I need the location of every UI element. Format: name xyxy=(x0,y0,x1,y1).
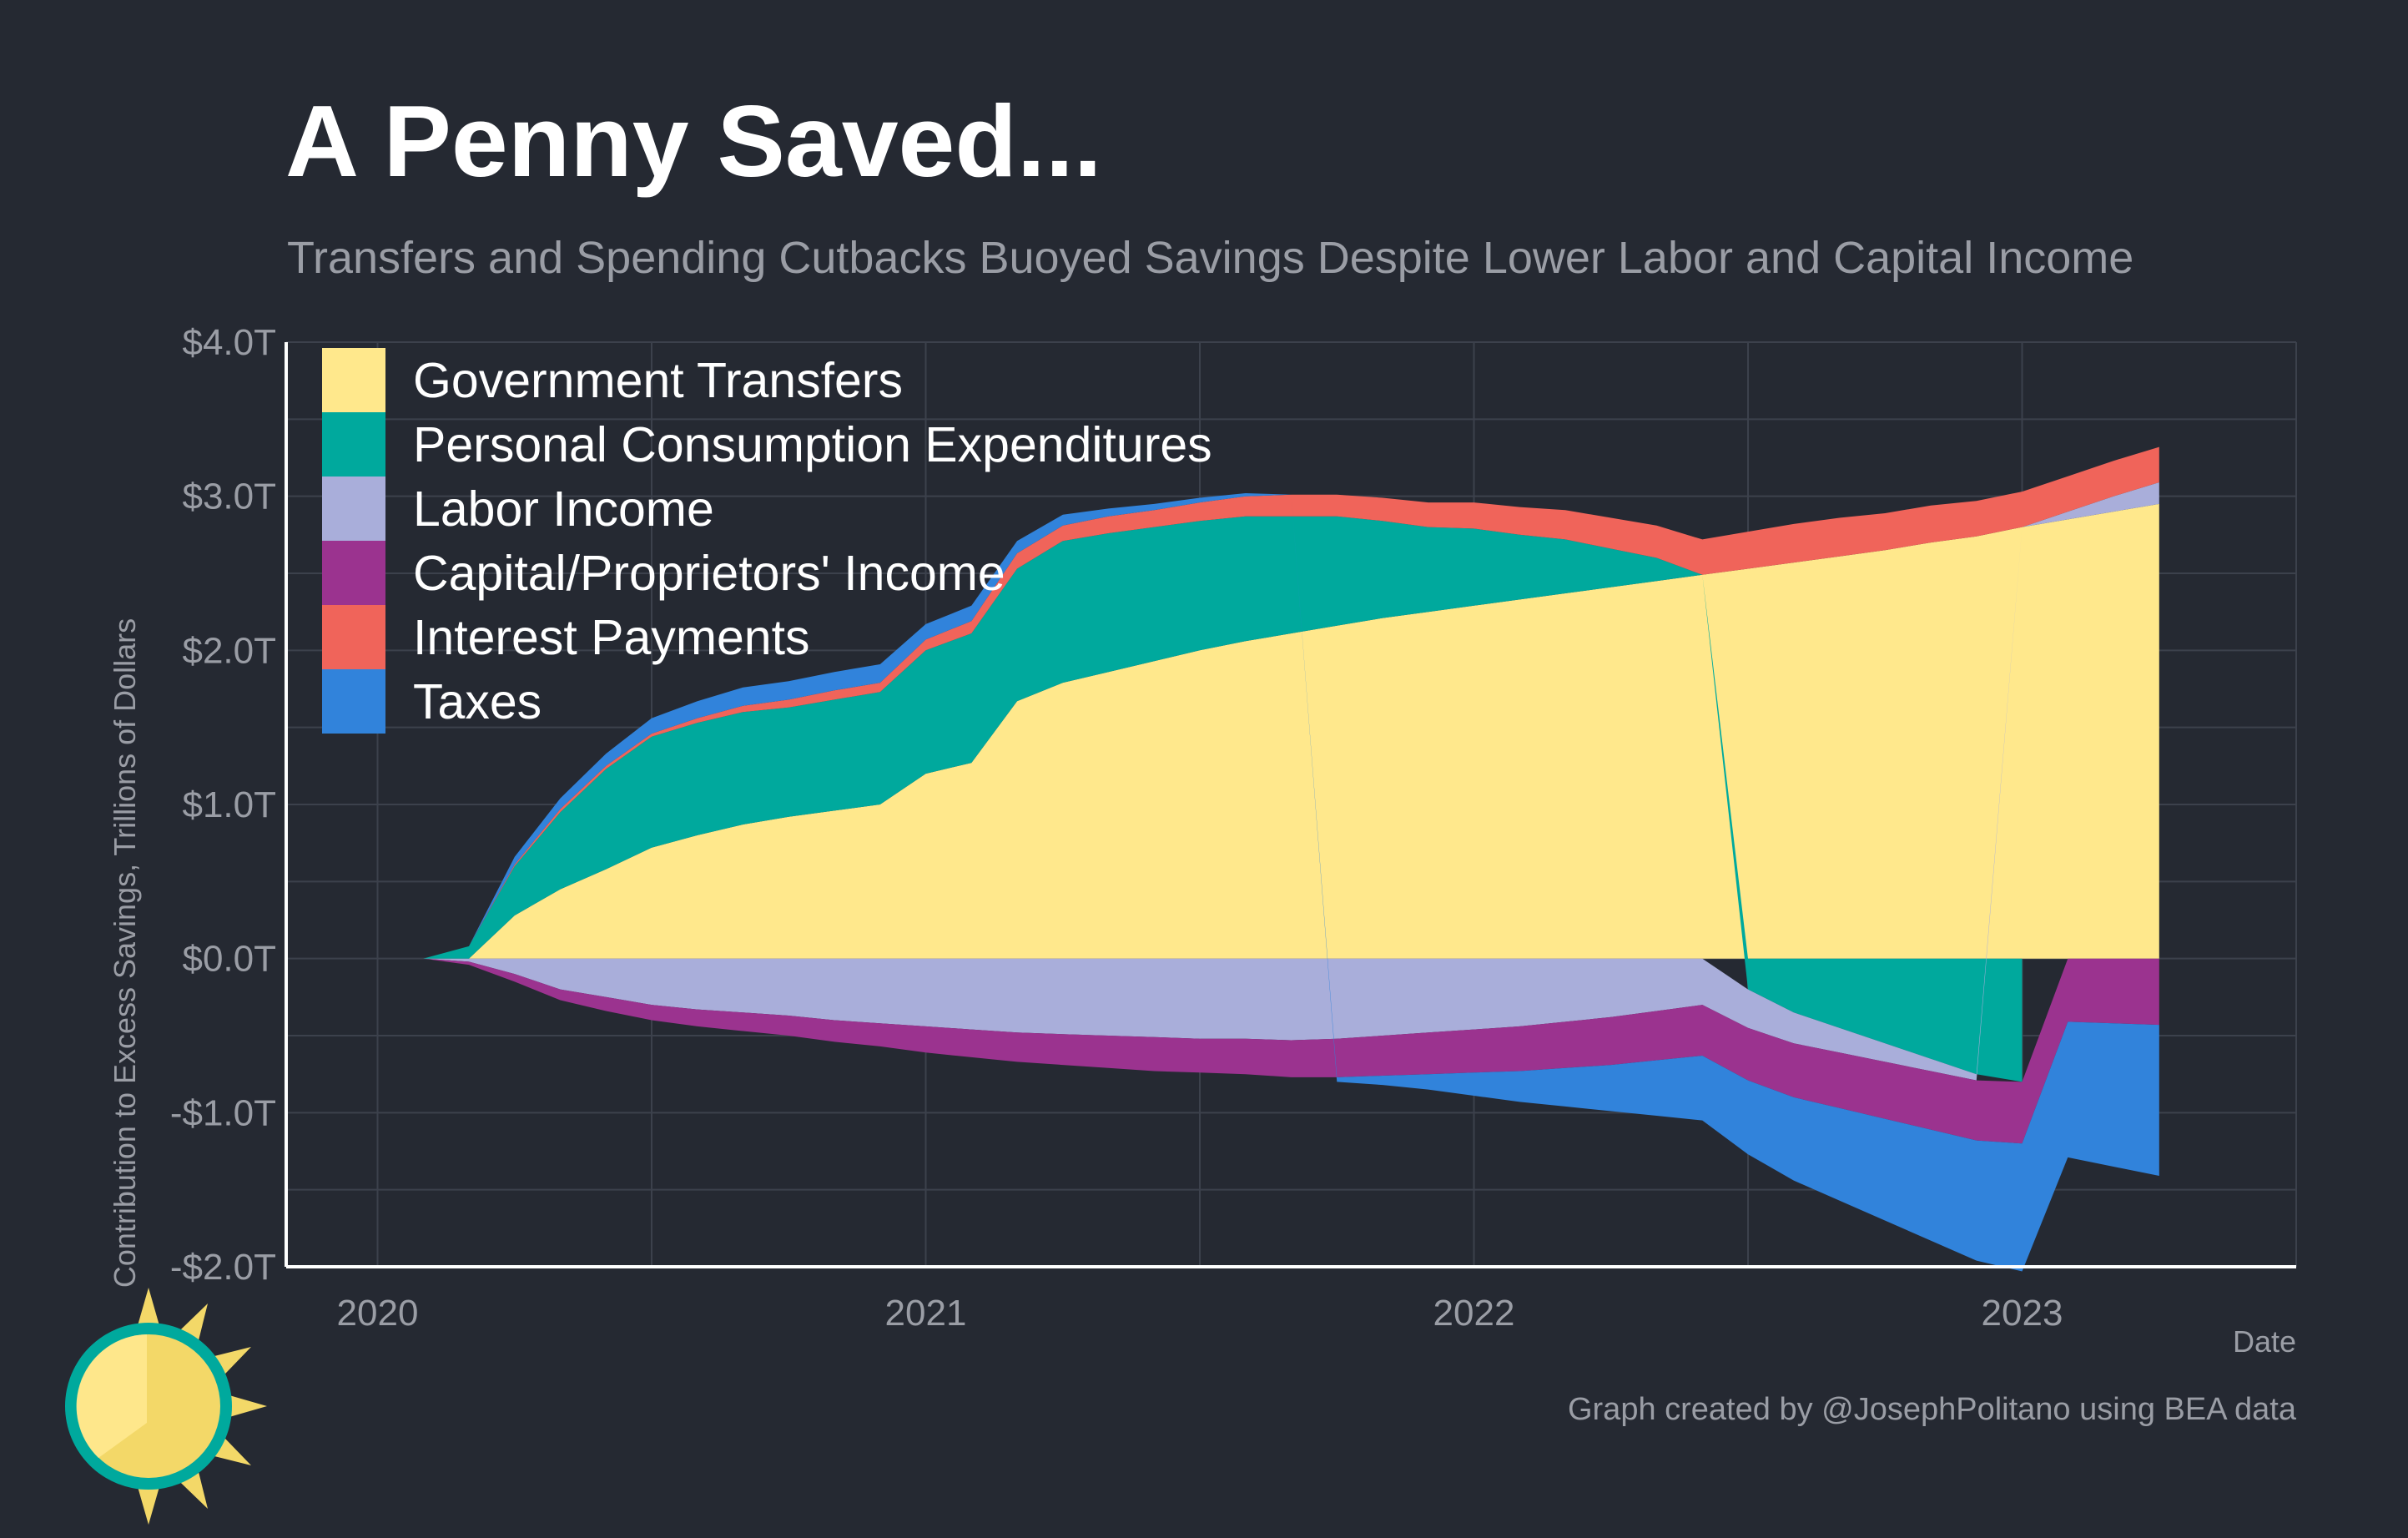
legend: Government Transfers Personal Consumption… xyxy=(322,348,1212,734)
legend-swatch xyxy=(322,605,385,669)
y-axis-label: Contribution to Excess Savings, Trillion… xyxy=(108,618,142,1288)
legend-label: Personal Consumption Expenditures xyxy=(413,417,1212,472)
area-series xyxy=(377,446,2159,1272)
y-tick-label: $0.0T xyxy=(182,939,276,980)
legend-swatch xyxy=(322,541,385,605)
sun-ray xyxy=(224,1394,267,1419)
y-tick-label: $2.0T xyxy=(182,630,276,671)
sun-highlight xyxy=(76,1334,147,1458)
legend-label: Capital/Proprietors' Income xyxy=(413,546,1005,601)
chart-subtitle: Transfers and Spending Cutbacks Buoyed S… xyxy=(287,233,2134,283)
legend-swatch xyxy=(322,348,385,412)
legend-swatch xyxy=(322,669,385,734)
area-government-transfers xyxy=(377,503,2159,959)
y-tick-label: -$2.0T xyxy=(170,1247,276,1288)
legend-label: Taxes xyxy=(413,674,542,729)
source-caption: Graph created by @JosephPolitano using B… xyxy=(1567,1392,2296,1427)
y-tick-label: $1.0T xyxy=(182,784,276,825)
tick-labels: -$2.0T -$1.0T $0.0T $1.0T $2.0T $3.0T $4.0T 202… xyxy=(170,322,2063,1334)
area-taxes xyxy=(377,493,2159,1272)
sun-ray xyxy=(136,1288,161,1331)
y-tick-label: $4.0T xyxy=(182,322,276,363)
y-tick-label: -$1.0T xyxy=(170,1092,276,1133)
x-tick-label: 2023 xyxy=(1982,1293,2063,1334)
legend-label: Labor Income xyxy=(413,482,714,537)
legend-label: Interest Payments xyxy=(413,610,810,665)
area-capital-proprietors-income xyxy=(377,958,2159,1144)
x-axis-label: Date xyxy=(2233,1324,2296,1359)
chart-title: A Penny Saved... xyxy=(285,84,1102,198)
sun-ray xyxy=(136,1481,161,1525)
x-tick-label: 2022 xyxy=(1433,1293,1515,1334)
area-labor-income xyxy=(377,482,2159,1081)
axes xyxy=(285,342,2296,1268)
legend-label: Government Transfers xyxy=(413,353,903,408)
y-tick-label: $3.0T xyxy=(182,477,276,517)
legend-swatch xyxy=(322,477,385,541)
area-personal-consumption-expenditures xyxy=(377,516,2023,1082)
sun-icon xyxy=(65,1288,267,1525)
x-tick-label: 2020 xyxy=(337,1293,419,1334)
legend-swatch xyxy=(322,412,385,477)
x-tick-label: 2021 xyxy=(885,1293,967,1334)
